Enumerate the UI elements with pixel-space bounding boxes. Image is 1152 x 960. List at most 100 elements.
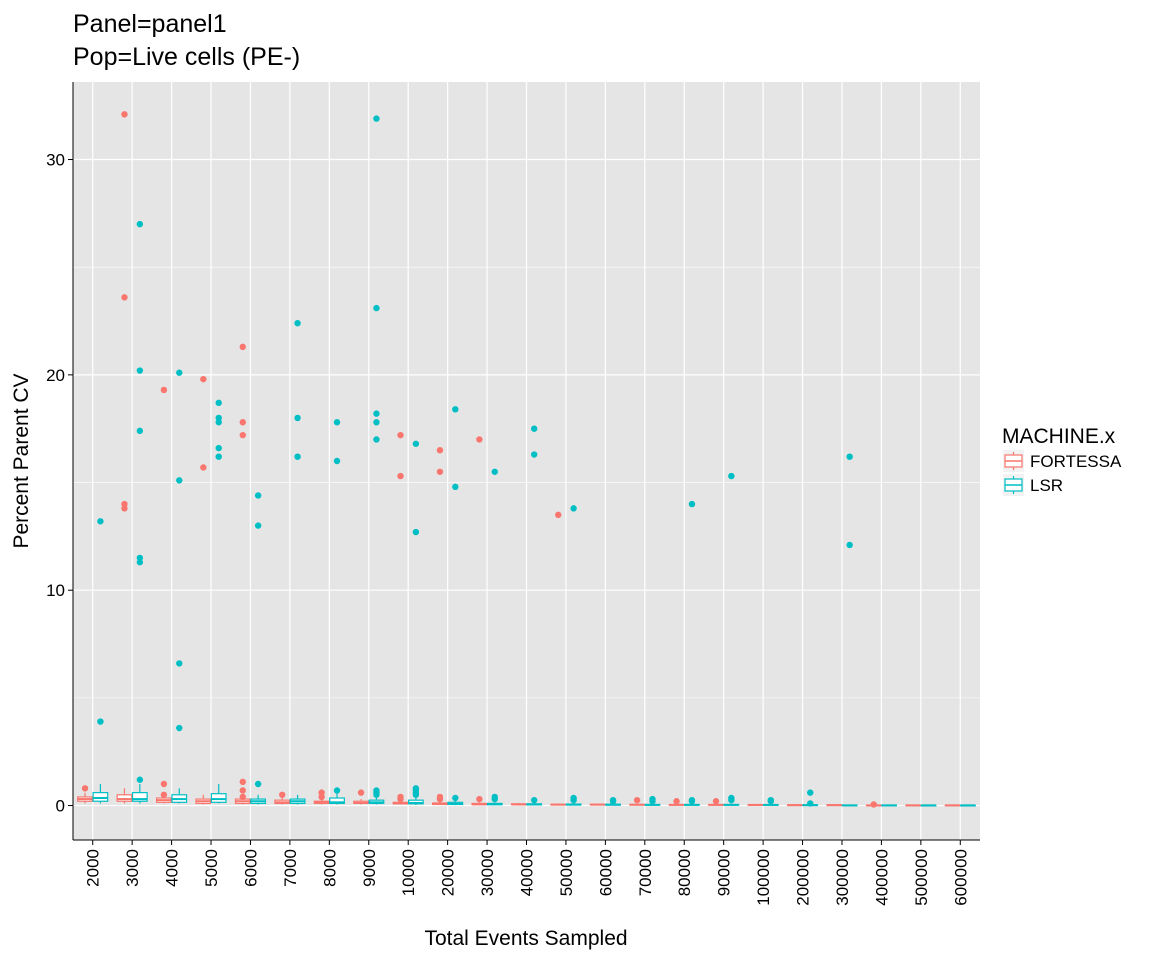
x-tick-label: 300000 xyxy=(833,849,852,906)
outlier-point xyxy=(397,431,404,439)
box-fortessa-70000 xyxy=(629,796,646,806)
box-iqr xyxy=(329,797,345,804)
x-tick-label: 2000 xyxy=(84,849,103,887)
outlier-point xyxy=(452,483,459,491)
outlier-point xyxy=(239,778,246,786)
outlier-point xyxy=(412,528,420,536)
legend-keys: FORTESSA LSR xyxy=(1003,450,1122,496)
legend-key-lsr xyxy=(1003,474,1024,496)
y-axis-ticks: 0 10 20 30 xyxy=(46,151,73,816)
box-fortessa-9000 xyxy=(353,789,369,805)
chart-subtitle: Pop=Live cells (PE-) xyxy=(73,43,300,71)
box-iqr xyxy=(116,794,133,802)
x-tick-label: 7000 xyxy=(281,849,300,887)
outlier-point xyxy=(239,431,246,439)
box-lsr-30000 xyxy=(486,468,503,806)
box-fortessa-300000 xyxy=(826,804,843,807)
box-fortessa-30000 xyxy=(471,436,488,806)
outlier-point xyxy=(176,477,183,484)
x-axis-title: Total Events Sampled xyxy=(424,927,627,950)
outlier-point xyxy=(239,343,246,351)
outlier-point xyxy=(239,419,246,426)
box-lsr-50000 xyxy=(565,505,582,806)
outlier-point xyxy=(200,464,207,471)
x-tick-label: 500000 xyxy=(912,849,931,906)
legend-title: MACHINE.x xyxy=(1002,425,1116,448)
box-fortessa-2000 xyxy=(77,785,93,804)
y-tick-label: 30 xyxy=(46,151,65,170)
outlier-point xyxy=(215,453,222,460)
outlier-point xyxy=(412,791,420,798)
box-fortessa-10000 xyxy=(392,431,409,805)
outlier-point xyxy=(254,522,262,529)
outlier-point xyxy=(121,111,128,118)
outlier-point xyxy=(530,451,538,458)
box-fortessa-90000 xyxy=(708,798,724,806)
outlier-point xyxy=(81,785,89,792)
outlier-point xyxy=(728,796,735,804)
outlier-point xyxy=(373,436,380,443)
box-fortessa-600000 xyxy=(944,804,961,807)
outlier-point xyxy=(215,419,222,426)
x-tick-label: 60000 xyxy=(596,849,615,896)
outlier-point xyxy=(476,436,483,443)
y-tick-label: 10 xyxy=(46,581,65,600)
outlier-point xyxy=(397,472,404,480)
outlier-point xyxy=(688,500,696,508)
box-fortessa-500000 xyxy=(905,804,922,807)
x-tick-label: 6000 xyxy=(241,849,260,887)
x-tick-label: 600000 xyxy=(951,849,970,906)
legend-key-fortessa xyxy=(1003,450,1024,472)
box-lsr-4000 xyxy=(171,369,188,804)
outlier-point xyxy=(215,399,222,407)
legend-label: LSR xyxy=(1030,476,1063,495)
x-tick-label: 200000 xyxy=(794,849,813,906)
outlier-point xyxy=(373,304,380,312)
outlier-point xyxy=(215,444,222,452)
y-tick-label: 20 xyxy=(46,366,65,385)
outlier-point xyxy=(333,419,341,426)
box-fortessa-100000 xyxy=(747,803,764,806)
outlier-point xyxy=(476,795,483,803)
box-iqr xyxy=(92,792,109,802)
outlier-point xyxy=(121,505,128,512)
outlier-point xyxy=(673,798,680,805)
box-fortessa-6000 xyxy=(234,343,251,805)
box-lsr-20000 xyxy=(447,406,464,806)
outlier-point xyxy=(491,468,498,475)
outlier-point xyxy=(373,419,380,426)
y-axis-title: Percent Parent CV xyxy=(10,373,33,548)
box-lsr-500000 xyxy=(920,804,937,807)
box-lsr-10000 xyxy=(407,440,424,805)
outlier-point xyxy=(452,406,459,413)
box-layer xyxy=(77,111,976,808)
box-lsr-60000 xyxy=(605,796,621,806)
outlier-point xyxy=(97,718,104,725)
box-lsr-2000 xyxy=(92,518,109,804)
box-lsr-7000 xyxy=(289,319,306,805)
box-fortessa-40000 xyxy=(510,802,527,806)
x-tick-label: 70000 xyxy=(636,849,655,896)
x-tick-label: 8000 xyxy=(320,849,339,887)
outlier-point xyxy=(294,453,301,460)
major-gridlines xyxy=(73,82,980,840)
x-tick-label: 10000 xyxy=(399,849,418,896)
outlier-point xyxy=(570,505,577,512)
outlier-point xyxy=(436,468,444,475)
box-lsr-3000 xyxy=(131,220,148,804)
box-lsr-9000 xyxy=(368,115,385,805)
outlier-point xyxy=(609,798,617,805)
legend-label: FORTESSA xyxy=(1030,452,1122,471)
outlier-point xyxy=(357,789,365,796)
outlier-point xyxy=(136,427,144,435)
box-lsr-600000 xyxy=(960,804,976,807)
outlier-point xyxy=(239,793,246,801)
outlier-point xyxy=(412,440,420,447)
outlier-point xyxy=(121,294,128,301)
outlier-point xyxy=(846,541,853,549)
x-tick-label: 30000 xyxy=(478,849,497,896)
outlier-point xyxy=(136,776,144,783)
outlier-point xyxy=(530,796,538,804)
outlier-point xyxy=(176,724,183,732)
